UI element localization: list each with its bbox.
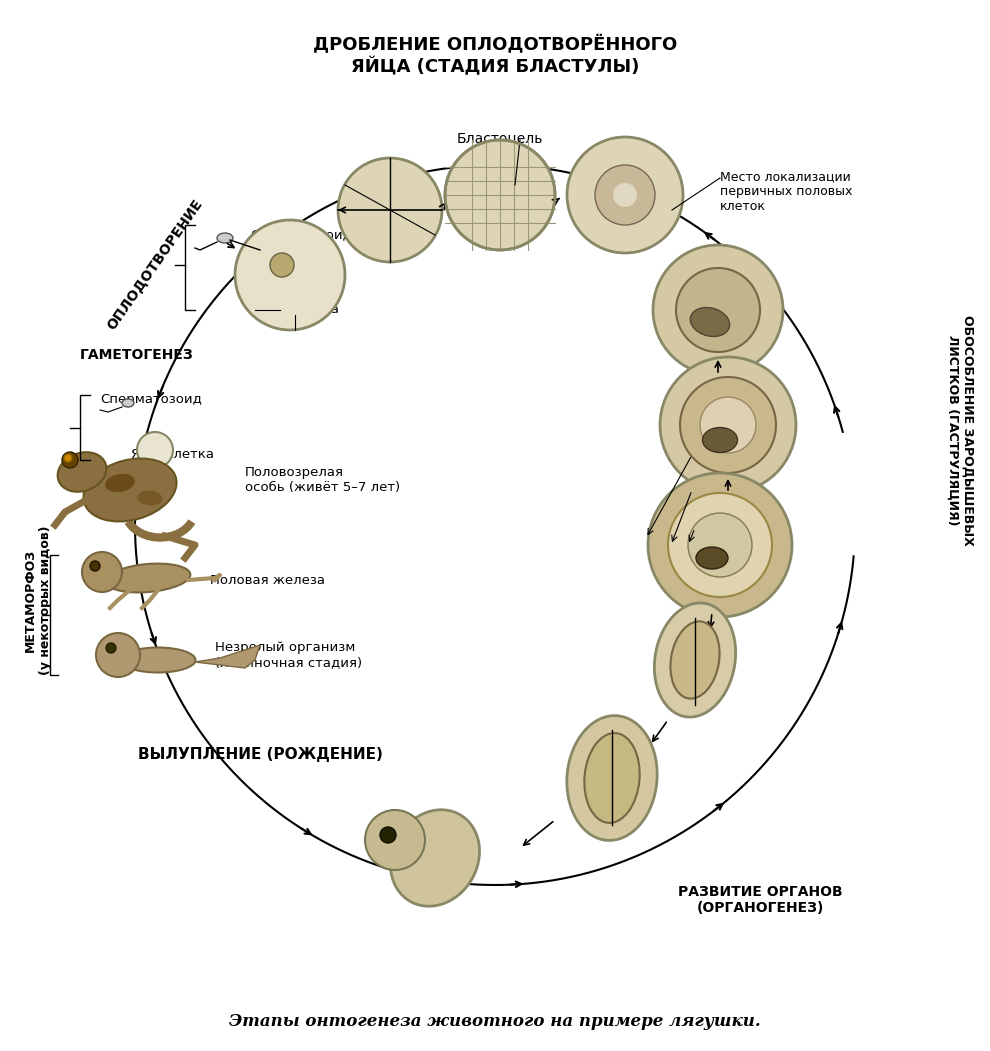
Ellipse shape: [106, 563, 190, 593]
Text: Яйцеклетка: Яйцеклетка: [255, 304, 339, 316]
Text: ДРОБЛЕНИЕ ОПЛОДОТВОРЁННОГО
ЯЙЦА (СТАДИЯ БЛАСТУЛЫ): ДРОБЛЕНИЕ ОПЛОДОТВОРЁННОГО ЯЙЦА (СТАДИЯ …: [313, 35, 677, 77]
Ellipse shape: [670, 621, 720, 699]
Text: ГАМЕТОГЕНЕЗ: ГАМЕТОГЕНЕЗ: [80, 348, 194, 362]
Text: Незрелый организм
(личиночная стадия): Незрелый организм (личиночная стадия): [215, 641, 362, 669]
Circle shape: [64, 454, 72, 462]
Text: Бластоцель: Бластоцель: [456, 131, 544, 145]
Ellipse shape: [121, 647, 195, 673]
Ellipse shape: [217, 233, 233, 243]
Ellipse shape: [703, 428, 738, 453]
Circle shape: [668, 493, 772, 597]
Ellipse shape: [138, 491, 162, 506]
Circle shape: [567, 137, 683, 253]
Circle shape: [445, 140, 555, 250]
Circle shape: [700, 397, 756, 453]
Ellipse shape: [83, 458, 176, 521]
Text: Сперматозоид: Сперматозоид: [100, 393, 202, 407]
Ellipse shape: [654, 603, 736, 717]
Text: Мезодерма: Мезодерма: [690, 483, 764, 496]
Text: ОБОСОБЛЕНИЕ ЗАРОДЫШЕВЫХ
ЛИСТКОВ (ГАСТРУЛЯЦИЯ): ОБОСОБЛЕНИЕ ЗАРОДЫШЕВЫХ ЛИСТКОВ (ГАСТРУЛ…: [946, 314, 974, 545]
Text: Энтодерма: Энтодерма: [690, 523, 763, 536]
Circle shape: [235, 220, 345, 330]
Circle shape: [270, 253, 294, 277]
Circle shape: [660, 357, 796, 493]
Polygon shape: [195, 645, 260, 668]
Ellipse shape: [122, 399, 134, 407]
Circle shape: [338, 158, 442, 262]
Text: Половозрелая
особь (живёт 5–7 лет): Половозрелая особь (живёт 5–7 лет): [245, 466, 400, 494]
Circle shape: [648, 473, 792, 617]
Circle shape: [137, 432, 173, 468]
Circle shape: [688, 513, 752, 577]
Text: Яйцеклетка: Яйцеклетка: [130, 449, 214, 461]
Circle shape: [653, 245, 783, 375]
Circle shape: [380, 827, 396, 843]
Circle shape: [96, 633, 140, 677]
Circle shape: [365, 810, 425, 870]
Ellipse shape: [105, 474, 135, 492]
Ellipse shape: [584, 734, 640, 823]
Text: ОПЛОДОТВОРЕНИЕ: ОПЛОДОТВОРЕНИЕ: [105, 198, 206, 333]
Ellipse shape: [696, 547, 728, 569]
Text: РАЗВИТИЕ ОРГАНОВ
(ОРГАНОГЕНЕЗ): РАЗВИТИЕ ОРГАНОВ (ОРГАНОГЕНЕЗ): [678, 885, 842, 915]
Ellipse shape: [567, 716, 657, 841]
Ellipse shape: [57, 452, 106, 492]
Text: Половая железа: Половая железа: [210, 574, 325, 586]
Text: Эктодерма: Эктодерма: [690, 449, 763, 461]
Text: Этапы онтогенеза животного на примере лягушки.: Этапы онтогенеза животного на примере ля…: [230, 1013, 760, 1030]
Text: Место локализации
первичных половых
клеток: Место локализации первичных половых клет…: [720, 170, 852, 213]
Ellipse shape: [690, 308, 730, 336]
Circle shape: [82, 552, 122, 592]
Circle shape: [680, 377, 776, 473]
Text: ВЫЛУПЛЕНИЕ (РОЖДЕНИЕ): ВЫЛУПЛЕНИЕ (РОЖДЕНИЕ): [138, 747, 382, 762]
Circle shape: [106, 643, 116, 653]
Circle shape: [90, 561, 100, 571]
Text: Сперматозоид: Сперматозоид: [250, 228, 351, 242]
Ellipse shape: [390, 809, 479, 906]
Circle shape: [595, 165, 655, 225]
Circle shape: [62, 452, 78, 468]
Circle shape: [676, 268, 760, 352]
Text: МЕТАМОРФОЗ
(у некоторых видов): МЕТАМОРФОЗ (у некоторых видов): [24, 526, 52, 675]
Circle shape: [613, 183, 637, 207]
